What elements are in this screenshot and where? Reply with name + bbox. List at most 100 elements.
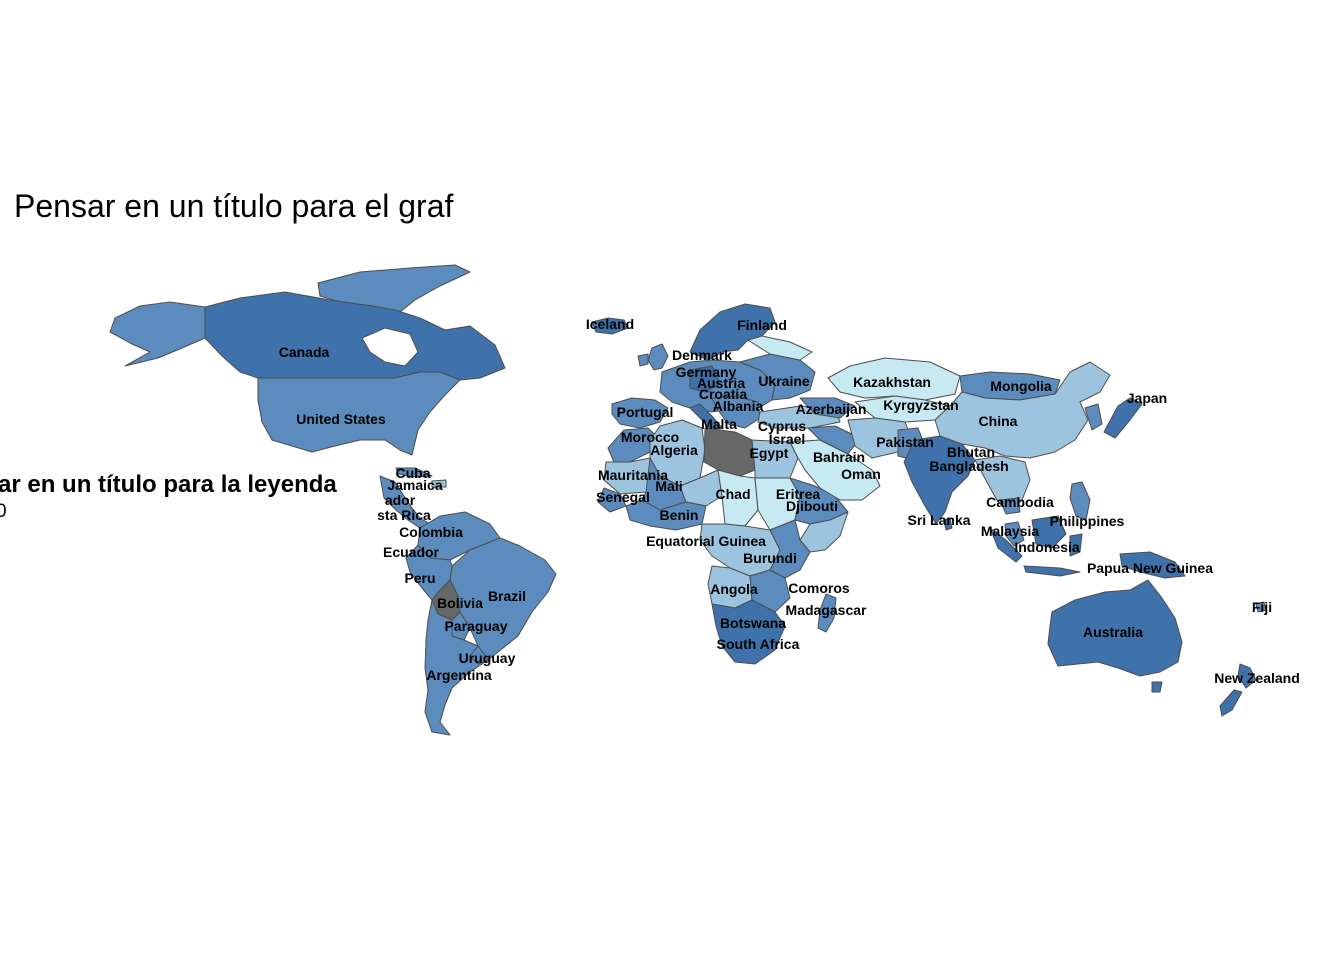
botswana-shape[interactable] — [711, 599, 786, 665]
uk-shape — [647, 343, 669, 371]
canada-shape[interactable] — [204, 291, 506, 381]
country-label: Portugal — [617, 404, 674, 420]
hudson-bay-shape — [361, 327, 419, 367]
country-label: Uruguay — [459, 650, 516, 666]
balkans-shape[interactable] — [711, 395, 761, 429]
country-label: Azerbaijan — [796, 401, 867, 417]
philippines-shape[interactable] — [1069, 481, 1091, 521]
iceland-shape[interactable] — [591, 317, 629, 335]
uruguay-shape[interactable] — [469, 645, 489, 665]
country-label: Bhutan — [947, 444, 995, 460]
senegal-shape[interactable] — [597, 487, 627, 513]
country-label: Madagascar — [786, 602, 867, 618]
country-label: Mauritania — [598, 467, 668, 483]
alaska-shape — [109, 301, 206, 367]
borneo-shape[interactable] — [1031, 515, 1067, 549]
country-label: Malta — [701, 416, 737, 432]
country-label: New Zealand — [1214, 670, 1300, 686]
java-shape — [1023, 565, 1081, 577]
italy-shape — [689, 403, 723, 431]
legend-title: ar en un título para la leyenda — [0, 471, 337, 498]
country-label: Burundi — [743, 550, 797, 566]
country-label: Australia — [1083, 624, 1143, 640]
country-label: Malaysia — [981, 523, 1040, 539]
chad-shape[interactable] — [717, 469, 759, 527]
country-label: Ecuador — [383, 544, 440, 560]
country-label: Kyrgyzstan — [883, 397, 958, 413]
country-label: Japan — [1127, 390, 1167, 406]
cambodia-shape[interactable] — [999, 497, 1021, 515]
country-label: Peru — [404, 570, 435, 586]
country-label: ador — [385, 492, 416, 508]
country-label: Cuba — [396, 465, 431, 481]
fiji-shape[interactable] — [1255, 601, 1267, 613]
americas — [109, 264, 557, 736]
country-label: Denmark — [672, 347, 732, 363]
africa — [597, 419, 881, 665]
country-label: Egypt — [750, 445, 789, 461]
malaysia-shape[interactable] — [1004, 521, 1025, 547]
libya-shape[interactable] — [703, 427, 756, 477]
country-label: Pakistan — [876, 434, 934, 450]
country-label: Chad — [716, 486, 751, 502]
country-label: Ukraine — [758, 373, 810, 389]
country-label: Argentina — [426, 667, 492, 683]
country-label: Austria — [697, 375, 745, 391]
country-label: Cyprus — [758, 418, 806, 434]
country-label: Jamaica — [387, 477, 442, 493]
finland-shape[interactable] — [689, 303, 776, 361]
country-label: Botswana — [720, 615, 786, 631]
country-label: Germany — [676, 364, 737, 380]
country-label: Canada — [279, 344, 330, 360]
kazakhstan-shape[interactable] — [827, 357, 961, 401]
country-label: Bolivia — [437, 595, 483, 611]
united-states-shape[interactable] — [257, 371, 461, 456]
europe — [591, 303, 856, 431]
papua-new-guinea-shape[interactable] — [1119, 551, 1186, 579]
country-label: sta Rica — [377, 507, 431, 523]
tasmania-shape — [1151, 681, 1163, 693]
new-zealand-south-shape — [1219, 689, 1243, 717]
japan-shape[interactable] — [1103, 397, 1143, 439]
country-label: Senegal — [596, 489, 650, 505]
country-label: Israel — [769, 431, 806, 447]
east-africa-shape[interactable] — [769, 519, 811, 579]
country-label: Oman — [841, 466, 881, 482]
sulawesi-shape — [1069, 533, 1083, 557]
asia — [827, 357, 1267, 717]
iberia-shape[interactable] — [611, 397, 669, 429]
germany-shape[interactable] — [689, 365, 721, 393]
china-shape[interactable] — [934, 361, 1111, 459]
country-label: Brazil — [488, 588, 526, 604]
country-label: Bahrain — [813, 449, 865, 465]
country-label: Finland — [737, 317, 787, 333]
country-label: South Africa — [717, 636, 800, 652]
map-title: Pensar en un título para el graf — [14, 188, 454, 224]
sri-lanka-shape[interactable] — [943, 517, 953, 531]
country-label: China — [979, 413, 1018, 429]
country-label: Eritrea — [776, 486, 821, 502]
country-label: Cambodia — [986, 494, 1054, 510]
cuba-shape[interactable] — [395, 467, 433, 478]
ireland-shape — [637, 353, 649, 367]
country-label: Comoros — [788, 580, 850, 596]
iraq-shape — [807, 425, 861, 455]
country-label: Colombia — [399, 524, 463, 540]
country-label: Indonesia — [1014, 539, 1080, 555]
country-label: Bangladesh — [929, 458, 1008, 474]
azerbaijan-shape[interactable] — [799, 397, 856, 419]
country-label: Fiji — [1252, 599, 1272, 615]
country-label: Mali — [655, 478, 682, 494]
belarus-shape — [747, 335, 813, 361]
korea-shape — [1084, 403, 1103, 431]
legend-value: 0 — [0, 501, 7, 522]
benin-shape[interactable] — [625, 499, 707, 531]
country-label: Paraguay — [444, 618, 507, 634]
country-label: Iceland — [586, 316, 634, 332]
australia-shape[interactable] — [1047, 579, 1183, 677]
madagascar-shape[interactable] — [817, 593, 837, 633]
country-label: United States — [296, 411, 386, 427]
argentina-shape[interactable] — [424, 599, 489, 736]
new-zealand-shape[interactable] — [1237, 663, 1257, 689]
